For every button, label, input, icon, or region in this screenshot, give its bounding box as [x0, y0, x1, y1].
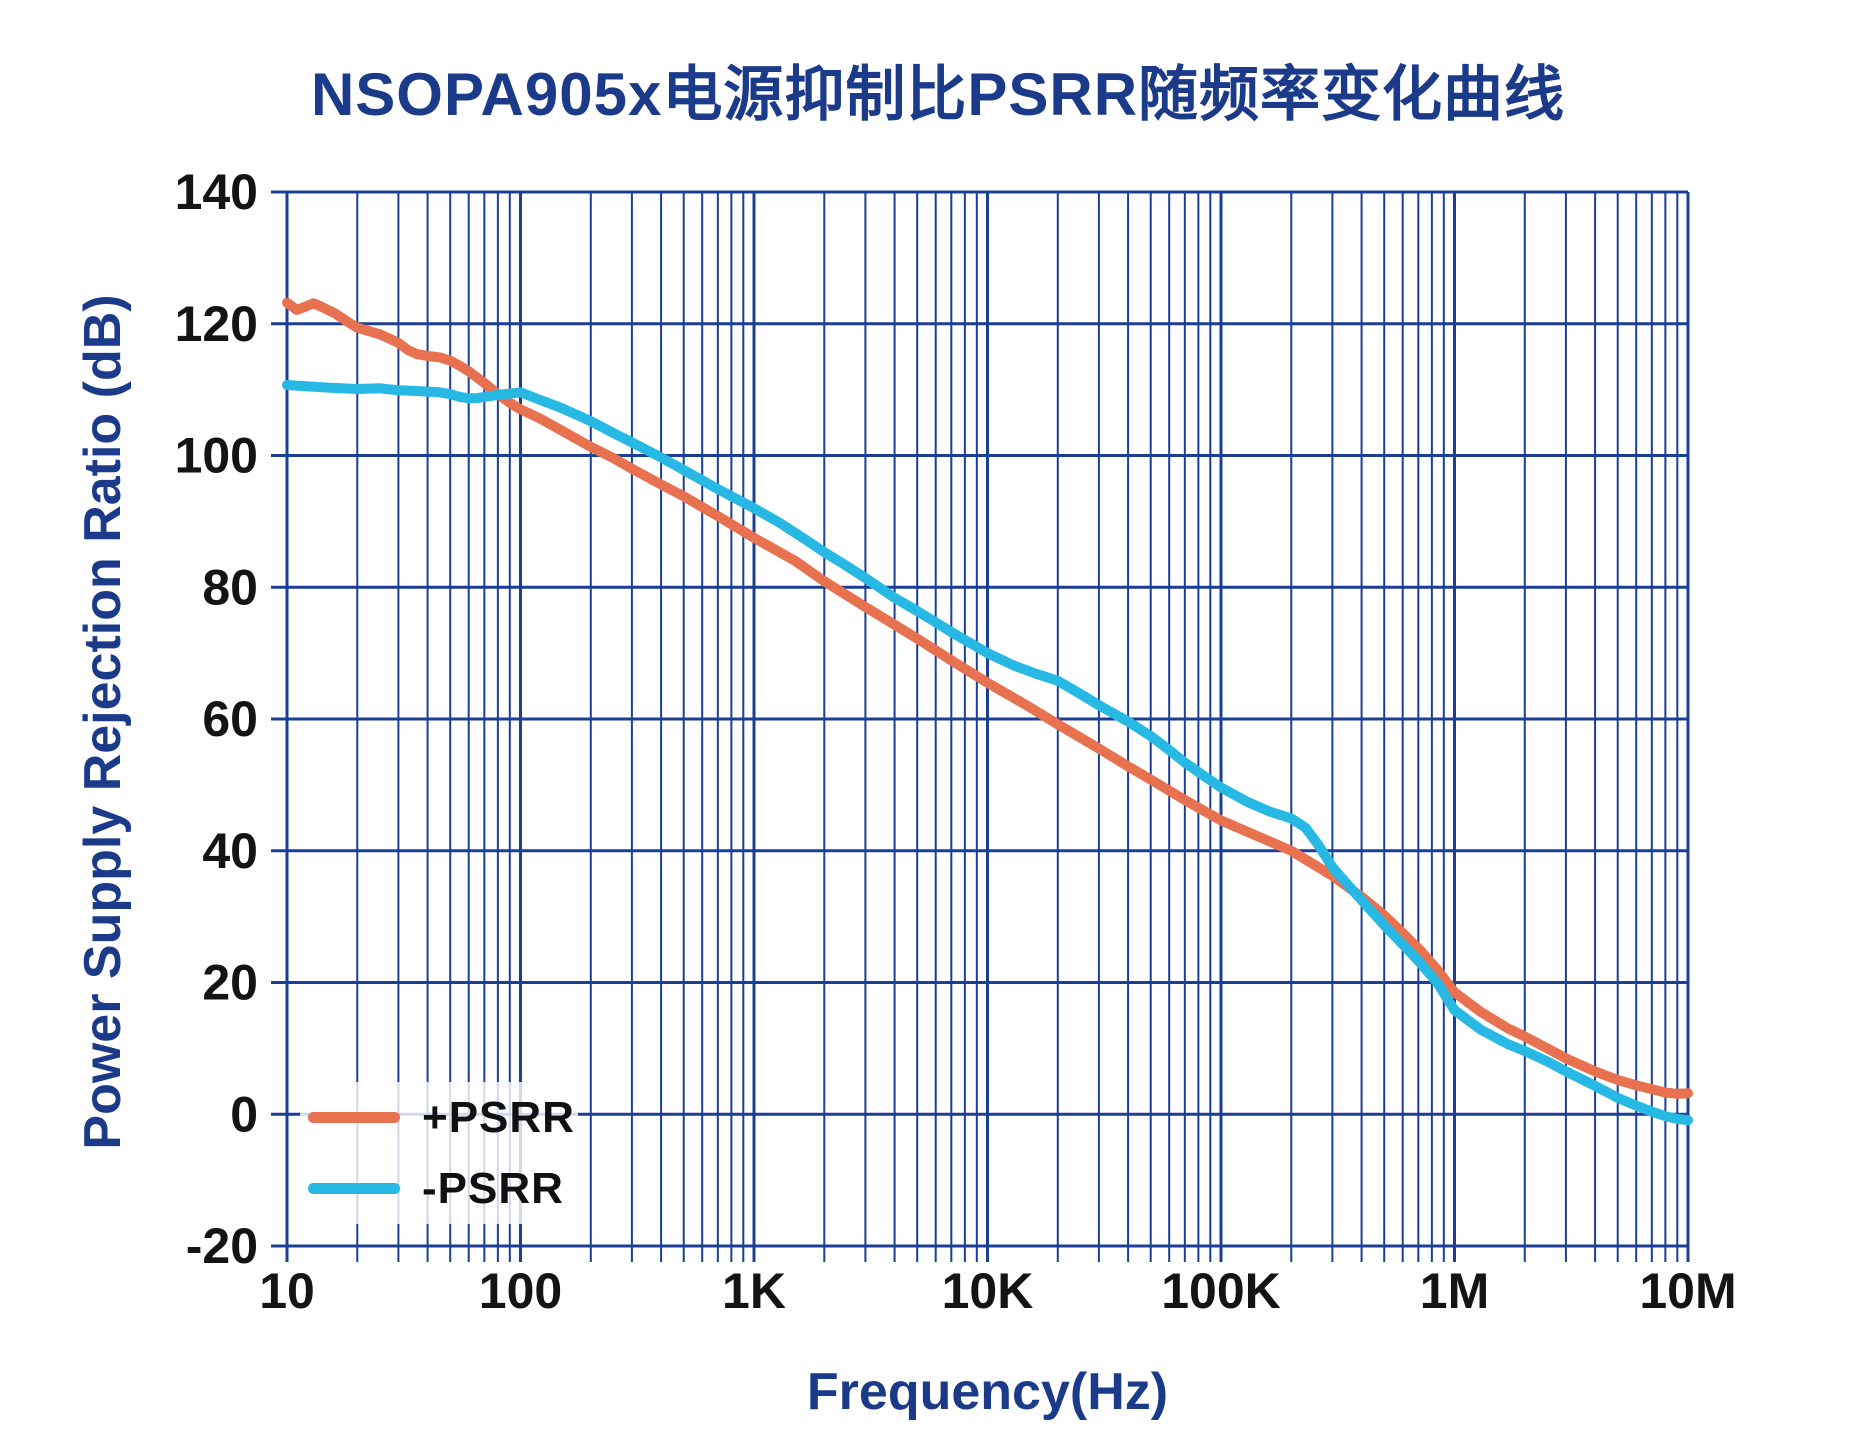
plus-psrr-legend-label: +PSRR	[422, 1092, 575, 1142]
x-tick-label: 1K	[722, 1263, 786, 1319]
minus-psrr-legend-label: -PSRR	[422, 1163, 564, 1213]
y-tick-label: 120	[175, 296, 258, 352]
y-tick-label: 100	[175, 428, 258, 484]
chart-title: NSOPA905x电源抑制比PSRR随频率变化曲线	[310, 61, 1566, 128]
x-tick-label: 10	[259, 1263, 315, 1319]
y-tick-label: 20	[202, 955, 258, 1011]
minus-psrr-curve	[282, 380, 1693, 1126]
minus-psrr-line-swatch	[308, 1183, 400, 1194]
x-tick-label: 100K	[1161, 1263, 1281, 1319]
y-tick-label: 80	[202, 559, 258, 615]
plus-psrr-curve	[282, 297, 1693, 1099]
x-tick-label: 1M	[1420, 1263, 1489, 1319]
y-tick-label: 60	[202, 691, 258, 747]
y-tick-label: -20	[186, 1218, 258, 1274]
legend: +PSRR -PSRR	[300, 1082, 578, 1224]
x-tick-label: 10M	[1639, 1263, 1736, 1319]
plus-psrr-line-swatch	[308, 1112, 400, 1123]
x-tick-label: 10K	[942, 1263, 1034, 1319]
y-axis-title: Power Supply Rejection Ratio (dB)	[74, 294, 132, 1150]
y-tick-label: 40	[202, 823, 258, 879]
legend-item-minus-psrr: -PSRR	[308, 1164, 578, 1214]
y-tick-label: 0	[230, 1086, 258, 1142]
y-tick-label: 140	[175, 164, 258, 220]
x-tick-label: 100	[479, 1263, 562, 1319]
legend-item-plus-psrr: +PSRR	[308, 1093, 578, 1143]
x-axis-title: Frequency(Hz)	[806, 1363, 1169, 1421]
